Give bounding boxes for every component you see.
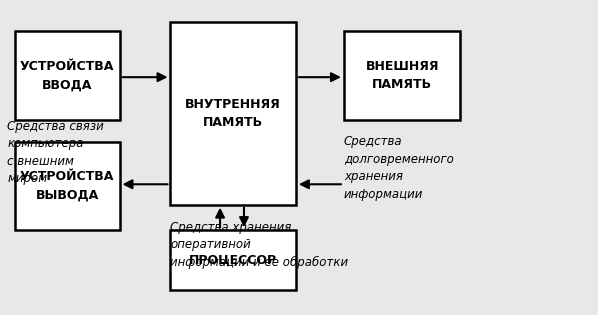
Text: УСТРОЙСТВА
ВВОДА: УСТРОЙСТВА ВВОДА (20, 60, 114, 91)
Bar (344, 32, 460, 120)
Text: Средства хранения
оперативной
информации и ее обработки: Средства хранения оперативной информации… (170, 220, 349, 269)
Text: ПРОЦЕССОР: ПРОЦЕССОР (189, 253, 277, 266)
Text: УСТРОЙСТВА
ВЫВОДА: УСТРОЙСТВА ВЫВОДА (20, 170, 114, 201)
Bar (15, 142, 120, 230)
Bar (170, 230, 296, 290)
Text: Средства связи
компьютера
с внешним
миром: Средства связи компьютера с внешним миро… (7, 120, 104, 185)
Bar (15, 32, 120, 120)
Text: ВНУТРЕННЯЯ
ПАМЯТЬ: ВНУТРЕННЯЯ ПАМЯТЬ (185, 98, 281, 129)
Text: ВНЕШНЯЯ
ПАМЯТЬ: ВНЕШНЯЯ ПАМЯТЬ (365, 60, 439, 91)
Text: Средства
долговременного
хранения
информации: Средства долговременного хранения информ… (344, 135, 454, 201)
Bar (170, 22, 296, 205)
